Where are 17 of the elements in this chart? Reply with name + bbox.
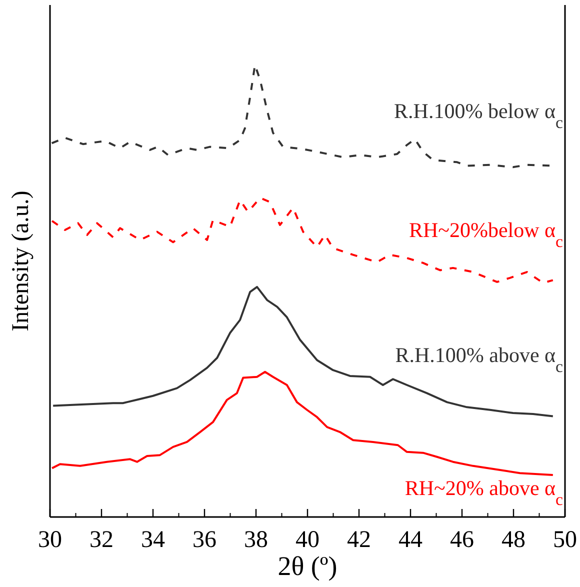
x-tick-label: 30 xyxy=(38,527,62,553)
x-tick-label: 42 xyxy=(347,527,371,553)
x-tick-label: 36 xyxy=(192,527,216,553)
x-tick-label: 38 xyxy=(244,527,268,553)
x-tick-label: 40 xyxy=(296,527,320,553)
x-tick-label: 48 xyxy=(502,527,526,553)
x-axis-title: 2θ (º) xyxy=(278,551,338,581)
series-label: RH~20%below α$_{c}$ xyxy=(408,218,563,251)
series-label: RH~20% above α$_{c}$ xyxy=(404,476,563,508)
x-tick-label: 50 xyxy=(553,527,577,553)
series-label: R.H.100% above α$_{c}$ xyxy=(395,343,563,376)
y-axis-title: Intensity (a.u.) xyxy=(8,190,34,332)
x-tick-label: 44 xyxy=(398,527,422,553)
x-tick-label: 32 xyxy=(90,527,114,553)
x-tick-label: 34 xyxy=(141,527,165,553)
x-tick-label: 46 xyxy=(450,527,474,553)
series-label: R.H.100% below α$_{c}$ xyxy=(394,98,563,132)
